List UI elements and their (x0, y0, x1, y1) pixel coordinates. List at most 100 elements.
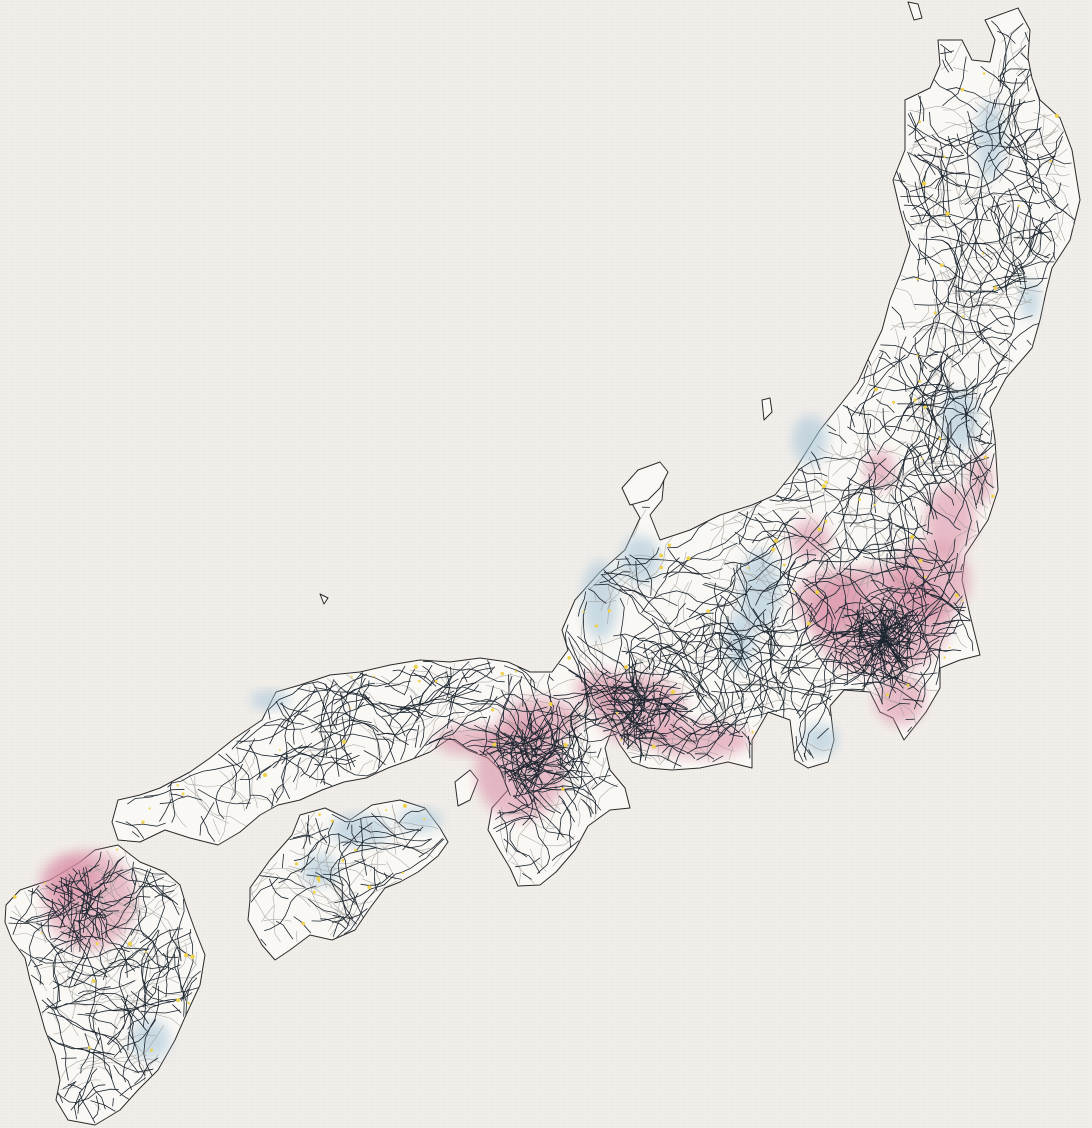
minor-road (805, 569, 867, 579)
major-road (899, 485, 938, 520)
minor-road (71, 958, 122, 1009)
minor-road (890, 316, 934, 331)
urban-road (861, 605, 874, 636)
major-road (940, 419, 971, 471)
town-markers (13, 72, 1059, 1052)
major-road (710, 638, 720, 674)
major-road (556, 761, 576, 795)
town-marker (401, 871, 404, 875)
major-road (906, 404, 991, 436)
minor-road (1034, 173, 1071, 180)
minor-road (94, 1103, 102, 1111)
major-road (269, 718, 286, 745)
minor-road (852, 535, 891, 629)
urban-road (523, 711, 533, 742)
major-road (447, 666, 496, 699)
minor-road (628, 567, 665, 600)
major-road (292, 834, 314, 839)
urban-road (535, 726, 543, 758)
major-road (124, 932, 192, 974)
major-road (360, 818, 367, 876)
urban-road (856, 636, 888, 640)
minor-road (632, 509, 647, 538)
major-road (64, 1082, 76, 1098)
major-road (603, 572, 650, 583)
major-road (53, 869, 148, 943)
major-road (422, 660, 505, 683)
major-road (200, 815, 216, 842)
major-road (250, 877, 279, 903)
urban-road (864, 586, 894, 600)
minor-road (295, 830, 336, 848)
major-road (918, 94, 925, 122)
major-road (894, 356, 937, 484)
town-marker (607, 609, 612, 613)
major-road (879, 350, 891, 360)
urban-road (862, 681, 870, 687)
town-marker (913, 398, 917, 402)
urban-road (81, 898, 106, 921)
minor-road (660, 633, 686, 704)
urban-road (662, 695, 681, 723)
town-marker (594, 624, 599, 628)
urban-road (639, 729, 668, 742)
major-road (418, 675, 453, 704)
urban-road (533, 767, 565, 775)
major-road (570, 688, 597, 754)
minor-road (64, 939, 79, 988)
major-road (388, 695, 423, 728)
minor-road (881, 559, 911, 587)
major-road (248, 744, 261, 779)
major-road (259, 875, 306, 888)
major-road (143, 985, 160, 1076)
major-road (931, 134, 944, 189)
major-road (907, 113, 984, 147)
town-marker (145, 950, 148, 953)
major-road (997, 68, 1029, 78)
major-road (185, 977, 198, 1015)
town-marker (385, 809, 388, 812)
major-road (635, 560, 697, 652)
major-road (643, 643, 651, 671)
major-road (832, 623, 837, 683)
major-road (992, 73, 1032, 152)
urban-road (856, 610, 861, 643)
minor-road (758, 568, 783, 607)
minor-road (79, 1033, 132, 1066)
major-road (582, 602, 612, 675)
major-road (747, 583, 791, 592)
major-road (994, 155, 1056, 220)
major-road (950, 421, 972, 460)
major-road (965, 407, 994, 489)
major-road (314, 759, 356, 766)
town-marker (190, 954, 195, 959)
major-road (92, 1095, 100, 1120)
major-road (281, 853, 284, 869)
urban-road (103, 859, 110, 891)
major-road (293, 699, 323, 718)
major-road (236, 711, 300, 742)
major-road (144, 948, 164, 968)
minor-road (978, 236, 990, 257)
major-road (738, 535, 797, 582)
river-plain-area-11 (802, 724, 838, 756)
major-road (878, 548, 961, 596)
major-road (53, 964, 140, 988)
major-road (497, 752, 582, 785)
major-road (508, 675, 513, 686)
town-marker (954, 593, 959, 598)
town-marker (821, 484, 826, 489)
major-road (373, 866, 378, 891)
minor-road (949, 271, 965, 320)
minor-road (100, 899, 135, 966)
minor-road (1037, 113, 1045, 142)
major-road (57, 1088, 119, 1103)
urban-road (884, 639, 904, 666)
town-marker (294, 862, 299, 866)
minor-road (101, 871, 131, 878)
urban-road (859, 631, 883, 655)
minor-road (673, 584, 697, 598)
urban-road (657, 702, 688, 710)
major-road (952, 310, 1012, 335)
